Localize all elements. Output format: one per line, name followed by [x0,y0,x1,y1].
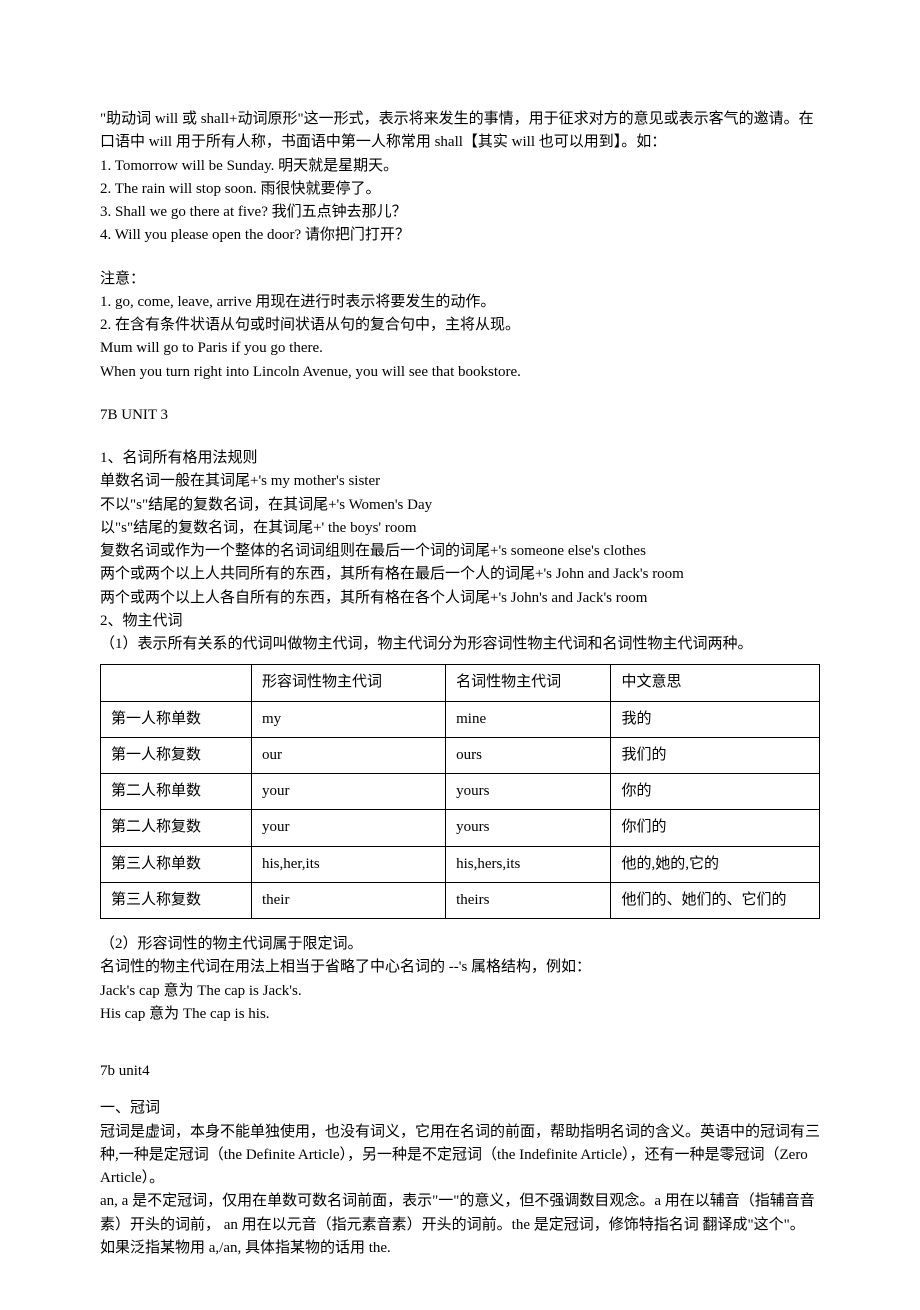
grammar-rule: 两个或两个以上人各自所有的东西，其所有格在各个人词尾+'s John's and… [100,587,820,610]
table-row: 第三人称复数 their theirs 他们的、她们的、它们的 [101,882,820,918]
table-cell: 你们的 [611,810,820,846]
example-line: 2. The rain will stop soon. 雨很快就要停了。 [100,178,820,201]
unit3-body: 1、名词所有格用法规则 单数名词一般在其词尾+'s my mother's si… [100,447,820,1026]
notice-line: 1. go, come, leave, arrive 用现在进行时表示将要发生的… [100,291,820,314]
grammar-rule: 两个或两个以上人共同所有的东西，其所有格在最后一个人的词尾+'s John an… [100,563,820,586]
pronoun-table: 形容词性物主代词 名词性物主代词 中文意思 第一人称单数 my mine 我的 … [100,664,820,919]
grammar-rule: 以"s"结尾的复数名词，在其词尾+' the boys' room [100,517,820,540]
table-cell: his,her,its [251,846,445,882]
table-cell: 第三人称单数 [101,846,252,882]
table-cell [101,665,252,701]
example-line: 3. Shall we go there at five? 我们五点钟去那儿？ [100,201,820,224]
possessive-note: 名词性的物主代词在用法上相当于省略了中心名词的 --'s 属格结构，例如： [100,956,820,979]
table-cell: 名词性物主代词 [446,665,611,701]
unit3-heading-1: 1、名词所有格用法规则 [100,447,820,470]
intro-section: "助动词 will 或 shall+动词原形"这一形式，表示将来发生的事情，用于… [100,108,820,248]
table-row: 形容词性物主代词 名词性物主代词 中文意思 [101,665,820,701]
table-cell: 他们的、她们的、它们的 [611,882,820,918]
table-cell: 形容词性物主代词 [251,665,445,701]
grammar-rule: 复数名词或作为一个整体的名词词组则在最后一个词的词尾+'s someone el… [100,540,820,563]
table-cell: theirs [446,882,611,918]
unit4-title: 7b unit4 [100,1060,820,1083]
pronoun-intro: （1）表示所有关系的代词叫做物主代词，物主代词分为形容词性物主代词和名词性物主代… [100,633,820,656]
table-cell: their [251,882,445,918]
table-cell: 第一人称单数 [101,701,252,737]
possessive-example: His cap 意为 The cap is his. [100,1003,820,1026]
unit4-title-section: 7b unit4 [100,1060,820,1083]
table-cell: 第二人称复数 [101,810,252,846]
table-row: 第三人称单数 his,her,its his,hers,its 他的,她的,它的 [101,846,820,882]
article-detail: an, a 是不定冠词，仅用在单数可数名词前面，表示"一"的意义，但不强调数目观… [100,1190,820,1260]
table-row: 第二人称复数 your yours 你们的 [101,810,820,846]
table-cell: yours [446,810,611,846]
article-intro: 冠词是虚词，本身不能单独使用，也没有词义，它用在名词的前面，帮助指明名词的含义。… [100,1121,820,1191]
table-row: 第二人称单数 your yours 你的 [101,774,820,810]
table-cell: 我们的 [611,737,820,773]
grammar-rule: 不以"s"结尾的复数名词，在其词尾+'s Women's Day [100,494,820,517]
adjective-pronoun-note: （2）形容词性的物主代词属于限定词。 [100,933,820,956]
document-body: "助动词 will 或 shall+动词原形"这一形式，表示将来发生的事情，用于… [100,108,820,1260]
table-cell: 第一人称复数 [101,737,252,773]
notice-line: Mum will go to Paris if you go there. [100,337,820,360]
possessive-example: Jack's cap 意为 The cap is Jack's. [100,980,820,1003]
table-cell: yours [446,774,611,810]
notice-line: 2. 在含有条件状语从句或时间状语从句的复合句中，主将从现。 [100,314,820,337]
table-cell: 他的,她的,它的 [611,846,820,882]
table-row: 第一人称复数 our ours 我们的 [101,737,820,773]
table-cell: your [251,810,445,846]
unit3-title: 7B UNIT 3 [100,404,820,427]
table-cell: my [251,701,445,737]
table-cell: 我的 [611,701,820,737]
table-cell: mine [446,701,611,737]
notice-section: 注意： 1. go, come, leave, arrive 用现在进行时表示将… [100,268,820,384]
example-line: 4. Will you please open the door? 请你把门打开… [100,224,820,247]
table-row: 第一人称单数 my mine 我的 [101,701,820,737]
unit4-heading: 一、冠词 [100,1097,820,1120]
table-cell: his,hers,its [446,846,611,882]
unit3-section: 7B UNIT 3 [100,404,820,427]
intro-paragraph: "助动词 will 或 shall+动词原形"这一形式，表示将来发生的事情，用于… [100,108,820,155]
table-cell: our [251,737,445,773]
notice-line: When you turn right into Lincoln Avenue,… [100,361,820,384]
table-cell: 第二人称单数 [101,774,252,810]
table-cell: your [251,774,445,810]
notice-title: 注意： [100,268,820,291]
unit3-heading-2: 2、物主代词 [100,610,820,633]
example-line: 1. Tomorrow will be Sunday. 明天就是星期天。 [100,155,820,178]
unit4-body: 一、冠词 冠词是虚词，本身不能单独使用，也没有词义，它用在名词的前面，帮助指明名… [100,1097,820,1260]
table-cell: 第三人称复数 [101,882,252,918]
table-cell: 你的 [611,774,820,810]
table-cell: ours [446,737,611,773]
table-cell: 中文意思 [611,665,820,701]
grammar-rule: 单数名词一般在其词尾+'s my mother's sister [100,470,820,493]
